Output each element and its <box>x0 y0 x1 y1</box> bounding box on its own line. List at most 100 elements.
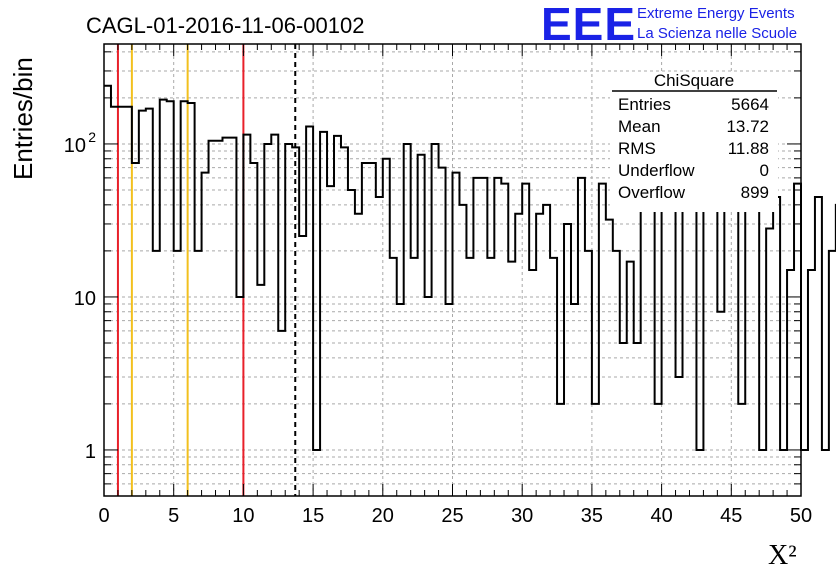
histogram-bar <box>257 285 264 496</box>
histogram-bar <box>676 377 683 496</box>
histogram-bar <box>404 144 411 496</box>
histogram-bar <box>829 251 836 496</box>
histogram-bar <box>585 251 592 496</box>
histogram-bar <box>543 205 550 496</box>
histogram-bar <box>320 132 327 496</box>
x-tick-label: 20 <box>372 505 394 527</box>
histogram-bar <box>599 184 606 496</box>
histogram-bar <box>195 251 202 496</box>
histogram-bar <box>334 136 341 496</box>
histogram-bar <box>250 163 257 496</box>
histogram-bar <box>710 190 717 496</box>
histogram-bar <box>522 184 529 496</box>
histogram-bar <box>515 214 522 496</box>
histogram-bar <box>229 138 236 496</box>
histogram-bar <box>390 258 397 496</box>
histogram-bar <box>648 173 655 496</box>
x-tick-label: 45 <box>720 505 742 527</box>
stats-label: Overflow <box>618 183 686 202</box>
stats-box: ChiSquare Entries 5664 Mean 13.72 RMS 11.88 Un… <box>610 71 778 212</box>
histogram-bar <box>466 258 473 496</box>
marker-lines <box>116 44 297 496</box>
histogram-bar <box>306 127 313 496</box>
histogram-bar <box>703 205 710 496</box>
x-tick-label: 35 <box>581 505 603 527</box>
x-tick-label: 30 <box>511 505 533 527</box>
stats-label: Underflow <box>618 161 695 180</box>
stats-value: 0 <box>760 161 769 180</box>
histogram-bar <box>794 184 801 496</box>
histogram-bar <box>341 147 348 496</box>
stats-value: 13.72 <box>726 117 769 136</box>
y-tick-exponent: 2 <box>88 129 96 145</box>
histogram-bar <box>459 205 466 496</box>
histogram-bar <box>634 343 641 496</box>
histogram-bar <box>815 197 822 496</box>
histogram-bar <box>327 186 334 496</box>
histogram-bar <box>125 107 132 496</box>
histogram-bar <box>446 304 453 496</box>
stats-value: 5664 <box>731 95 769 114</box>
histogram-bar <box>439 168 446 496</box>
histogram-bar <box>766 229 773 496</box>
histogram-bar <box>453 173 460 496</box>
histogram-bar <box>278 331 285 496</box>
histogram-bar <box>376 197 383 496</box>
x-tick-label: 40 <box>650 505 672 527</box>
stats-value: 899 <box>741 183 769 202</box>
histogram-bar <box>752 197 759 496</box>
histogram-bar <box>662 205 669 496</box>
chart-title: CAGL-01-2016-11-06-00102 <box>86 13 364 38</box>
histogram-bar <box>787 270 794 496</box>
histogram-bar <box>717 312 724 496</box>
histogram-bar <box>369 163 376 496</box>
histogram-bars <box>104 84 836 496</box>
histogram-bar <box>425 297 432 496</box>
histogram-bar <box>529 270 536 496</box>
logo-line-1: Extreme Energy Events <box>637 5 795 22</box>
histogram-bar <box>822 450 829 496</box>
y-tick-label: 1 <box>85 441 96 463</box>
stats-value: 11.88 <box>728 139 769 158</box>
histogram-bar <box>313 450 320 496</box>
x-axis: 0 5 10 15 20 25 30 35 40 45 50 <box>98 44 812 527</box>
histogram-bar <box>397 304 404 496</box>
histogram-bar <box>285 144 292 496</box>
histogram-bar <box>243 135 250 496</box>
stats-title: ChiSquare <box>654 71 734 90</box>
histogram-bar <box>432 144 439 496</box>
histogram-bar <box>222 138 229 496</box>
eee-logo: EEE Extreme Energy Events La Scienza nel… <box>541 0 797 50</box>
y-tick-label: 10 <box>64 135 86 157</box>
histogram-bar <box>236 297 243 496</box>
x-tick-label: 5 <box>168 505 179 527</box>
stats-label: Mean <box>618 117 661 136</box>
histogram-bar <box>383 159 390 496</box>
histogram-bar <box>564 224 571 496</box>
histogram-line <box>104 84 836 451</box>
x-tick-label: 50 <box>790 505 812 527</box>
histogram-bar <box>118 107 125 496</box>
histogram-bar <box>411 258 418 496</box>
histogram-bar <box>536 214 543 496</box>
histogram-bar <box>153 251 160 496</box>
histogram-bar <box>104 86 111 496</box>
histogram-bar <box>683 168 690 496</box>
histogram-bar <box>188 103 195 496</box>
histogram-bar <box>571 304 578 496</box>
histogram-bar <box>139 111 146 496</box>
histogram-bar <box>146 109 153 496</box>
histogram-bar <box>501 184 508 496</box>
histogram-bar <box>745 205 752 496</box>
histogram-bar <box>160 100 167 496</box>
histogram-bar <box>264 144 271 496</box>
histogram-bar <box>641 170 648 496</box>
histogram-bar <box>592 404 599 496</box>
histogram-bar <box>613 251 620 496</box>
x-tick-label: 0 <box>98 505 109 527</box>
histogram-bar <box>669 187 676 496</box>
stats-rows: Entries 5664 Mean 13.72 RMS 11.88 Underflow 0 Ov… <box>618 95 769 202</box>
y-tick-label: 10 <box>74 288 96 310</box>
